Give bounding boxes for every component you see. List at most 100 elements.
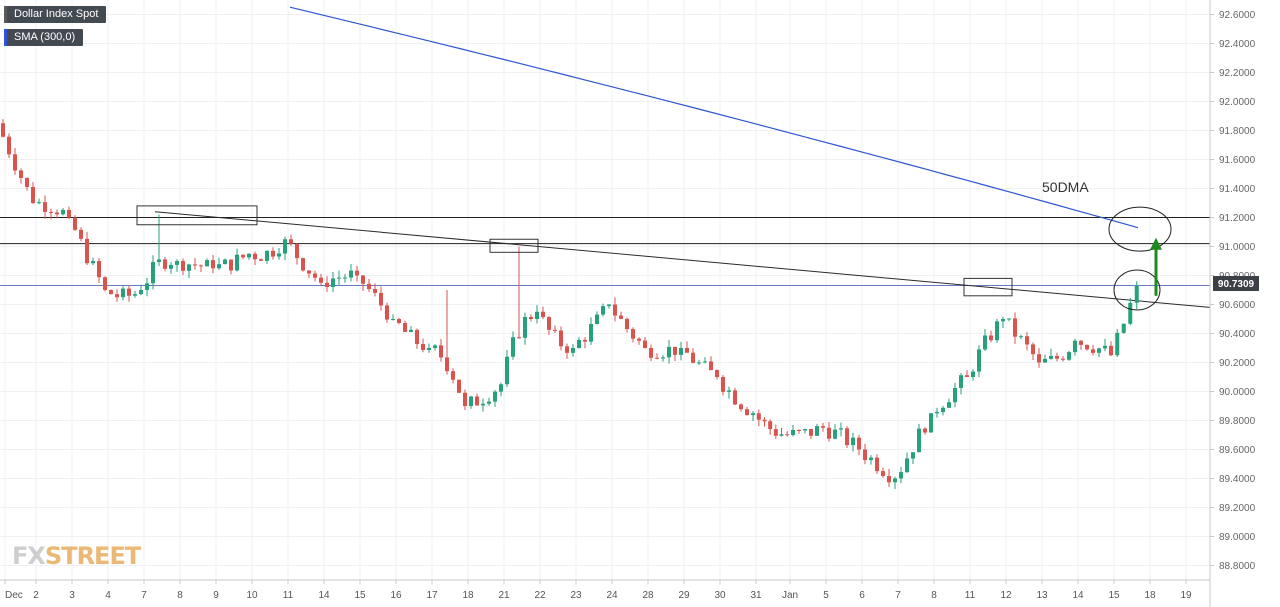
candle-body (917, 428, 921, 453)
candle-body (899, 472, 903, 479)
candle-body (1115, 332, 1120, 356)
candle-body (751, 413, 755, 416)
candle-body (995, 321, 999, 341)
candle-body (959, 375, 963, 388)
candle-body (791, 430, 795, 435)
candle-body (397, 319, 401, 323)
legend-item-sma[interactable]: SMA (300,0) (4, 29, 84, 46)
candle-body (1128, 302, 1133, 324)
y-tick-label: 90.6000 (1219, 300, 1256, 311)
x-tick-label: 12 (1000, 590, 1012, 601)
y-tick-label: 91.6000 (1219, 155, 1256, 166)
candle-body (983, 335, 987, 350)
candle-body (547, 317, 551, 330)
legend-label-sma: SMA (300,0) (14, 31, 76, 43)
candle-body (403, 322, 407, 332)
y-tick-label: 91.8000 (1219, 126, 1256, 137)
candle-body (439, 345, 443, 358)
x-axis-labels: Dec 2 3 4 7 8 9 10 11 14 15 16 17 18 21 22 23 24 28 29 30 31 J… (4, 580, 1192, 601)
candle-body (25, 177, 29, 187)
candle-body (893, 478, 897, 483)
candle-body (319, 277, 323, 283)
candle-body (361, 275, 365, 284)
candle-body (1103, 345, 1107, 349)
annotation-marks (136, 205, 1172, 311)
candle-body (935, 411, 939, 414)
x-tick-label: 7 (141, 590, 147, 601)
x-tick-label: 16 (390, 590, 402, 601)
candle-body (785, 434, 790, 436)
candle-body (715, 370, 719, 377)
candle-body (768, 421, 773, 430)
x-tick-label: 7 (895, 590, 901, 601)
candle-body (511, 337, 515, 357)
resistance-box (489, 238, 539, 253)
price-tag-label: 90.7309 (1218, 279, 1255, 290)
candle-body (253, 253, 257, 260)
candle-body (469, 396, 473, 406)
x-tick-label: 23 (570, 590, 582, 601)
candle-body (989, 335, 993, 341)
candle-body (259, 259, 263, 261)
candle-body (703, 361, 707, 363)
candle-body (851, 437, 855, 446)
candle-body (523, 316, 527, 338)
horizontal-levels (0, 217, 1210, 287)
candle-body (307, 270, 311, 274)
candle-body (1061, 358, 1065, 360)
candle-body (977, 349, 981, 372)
x-tick-label: 30 (714, 590, 726, 601)
candle-body (541, 311, 545, 318)
resistance-box (963, 277, 1013, 297)
candle-body (211, 260, 215, 269)
candle-body (127, 288, 131, 296)
candle-body (247, 253, 251, 258)
plot-area (0, 0, 1210, 580)
candlesticks (1, 119, 1139, 490)
legend-item-dollar-index[interactable]: Dollar Index Spot (4, 6, 107, 23)
trendline-group (154, 211, 1211, 308)
candle-body (445, 357, 449, 372)
candle-body (733, 390, 737, 405)
candle-body (773, 429, 778, 436)
candle-body (367, 283, 371, 290)
candle-body (409, 329, 413, 332)
candle-body (241, 254, 245, 258)
candle-body (1043, 358, 1047, 363)
candle-body (61, 209, 65, 215)
candle-body (163, 259, 167, 269)
candle-body (343, 277, 347, 279)
sma-line-group (289, 6, 1139, 229)
candle-body (809, 429, 813, 436)
candle-body (655, 357, 659, 359)
candle-body (815, 426, 819, 436)
sma-line (289, 6, 1139, 229)
candle-body (1091, 349, 1095, 353)
candle-body (911, 452, 915, 459)
candle-body (139, 290, 143, 295)
y-tick-label: 89.4000 (1219, 474, 1256, 485)
candle-body (649, 348, 653, 358)
candle-body (625, 318, 629, 330)
y-tick-label: 92.4000 (1219, 39, 1256, 50)
y-tick-label: 90.4000 (1219, 329, 1256, 340)
candle-body (223, 259, 227, 265)
candle-body (505, 356, 509, 385)
candle-body (67, 209, 71, 218)
x-tick-label: 14 (318, 590, 330, 601)
x-tick-label: 14 (1072, 590, 1084, 601)
candle-body (745, 409, 749, 416)
y-tick-label: 90.2000 (1219, 358, 1256, 369)
candle-body (529, 316, 533, 320)
candle-body (379, 292, 383, 306)
candle-body (265, 250, 269, 261)
y-tick-label: 92.6000 (1219, 10, 1256, 21)
candle-body (779, 434, 784, 436)
candle-body (619, 315, 623, 319)
price-circle (1113, 269, 1161, 311)
x-tick-label: Dec (5, 590, 23, 601)
candle-body (205, 260, 209, 267)
candle-body (1049, 355, 1053, 359)
candle-body (1109, 345, 1113, 356)
candle-body (283, 239, 287, 254)
